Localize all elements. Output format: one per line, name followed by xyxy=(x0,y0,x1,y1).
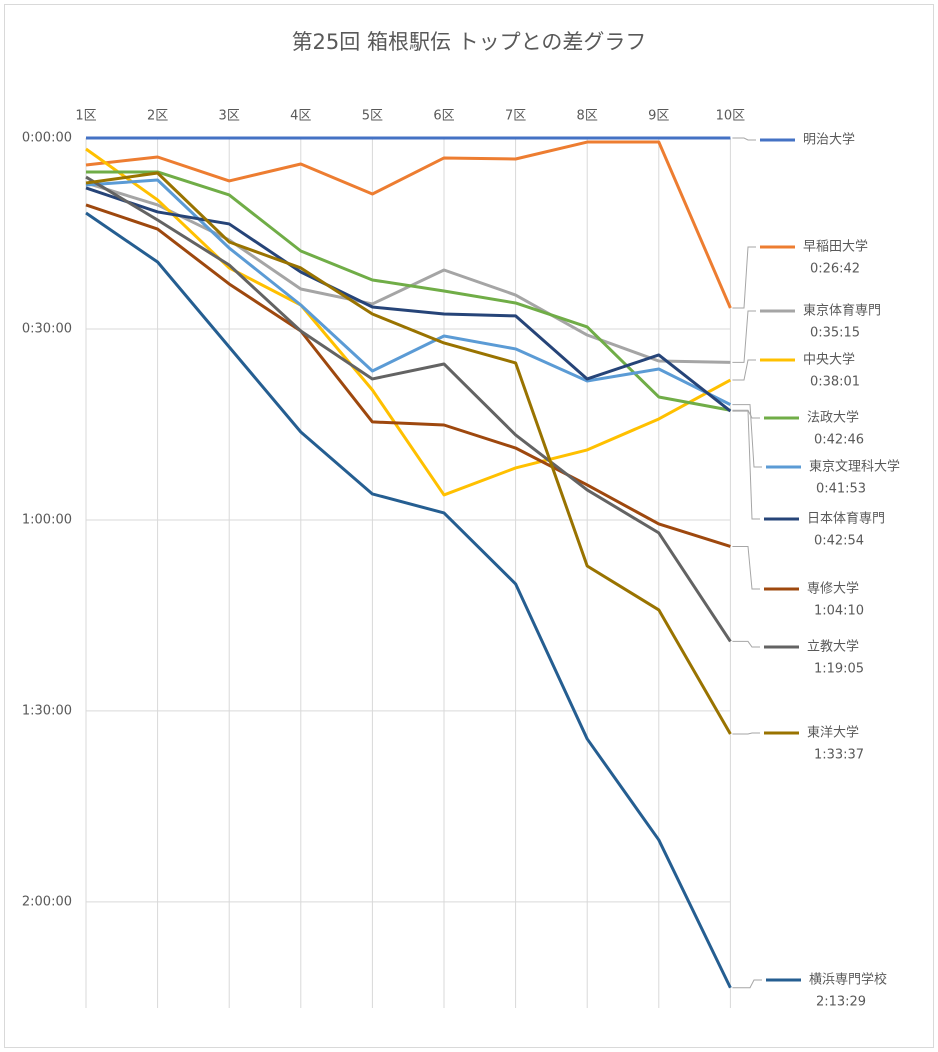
series-line xyxy=(85,186,732,413)
data-label: 0:35:15 xyxy=(810,326,860,341)
leader-line xyxy=(732,640,760,648)
x-tick-label: 7区 xyxy=(505,109,526,124)
legend-label: 横浜専門学校 xyxy=(809,972,887,988)
series-line xyxy=(85,203,731,548)
leader-line xyxy=(732,545,760,590)
leader-line xyxy=(732,137,756,141)
y-tick-label: 0:30:00 xyxy=(22,321,72,336)
leader-line xyxy=(732,410,760,520)
legend-label: 東洋大学 xyxy=(807,725,859,741)
x-tick-label: 6区 xyxy=(433,109,454,124)
y-tick-label: 2:00:00 xyxy=(22,894,72,909)
legend-label: 立教大学 xyxy=(807,639,859,655)
leader-line xyxy=(732,310,756,363)
data-label: 0:42:46 xyxy=(814,433,864,448)
legend-label: 東京文理科大学 xyxy=(809,459,900,475)
chart-title: 第25回 箱根駅伝 トップとの差グラフ xyxy=(292,30,647,54)
leader-line xyxy=(732,404,762,468)
x-tick-label: 4区 xyxy=(290,109,311,124)
x-tick-label: 1区 xyxy=(75,109,96,124)
legend-label: 明治大学 xyxy=(803,132,855,148)
legend-label: 東京体育専門 xyxy=(803,303,881,319)
x-tick-label: 8区 xyxy=(577,109,598,124)
y-tick-label: 0:00:00 xyxy=(22,131,72,146)
series-line xyxy=(85,178,732,406)
leader-line xyxy=(732,359,756,381)
legend-label: 早稲田大学 xyxy=(803,239,868,255)
series-line xyxy=(85,171,732,735)
leader-line xyxy=(732,409,760,419)
x-tick-label: 2区 xyxy=(147,109,168,124)
chart-border xyxy=(4,4,934,1048)
data-label: 1:19:05 xyxy=(814,662,864,677)
data-label: 0:38:01 xyxy=(810,375,860,390)
series-line xyxy=(85,140,732,309)
data-label: 2:13:29 xyxy=(816,995,866,1010)
series-line xyxy=(86,170,731,412)
x-tick-label: 9区 xyxy=(648,109,669,124)
x-tick-label: 10区 xyxy=(716,109,746,124)
leader-line xyxy=(732,979,762,989)
series-line xyxy=(85,175,732,643)
leader-line xyxy=(732,732,760,735)
data-label: 1:33:37 xyxy=(814,748,864,763)
series-line xyxy=(85,211,732,989)
series-line xyxy=(85,147,732,497)
legend-label: 日本体育専門 xyxy=(807,511,885,527)
legend-label: 中央大学 xyxy=(803,352,855,368)
data-label: 0:42:54 xyxy=(814,534,864,549)
legend-label: 法政大学 xyxy=(807,410,859,426)
x-tick-label: 5区 xyxy=(362,109,383,124)
x-tick-label: 3区 xyxy=(219,109,240,124)
data-label: 1:04:10 xyxy=(814,604,864,619)
legend-label: 専修大学 xyxy=(807,581,859,597)
y-tick-label: 1:30:00 xyxy=(22,703,72,718)
leader-line xyxy=(732,246,756,309)
data-label: 0:41:53 xyxy=(816,482,866,497)
data-label: 0:26:42 xyxy=(810,262,860,277)
y-tick-label: 1:00:00 xyxy=(22,512,72,527)
